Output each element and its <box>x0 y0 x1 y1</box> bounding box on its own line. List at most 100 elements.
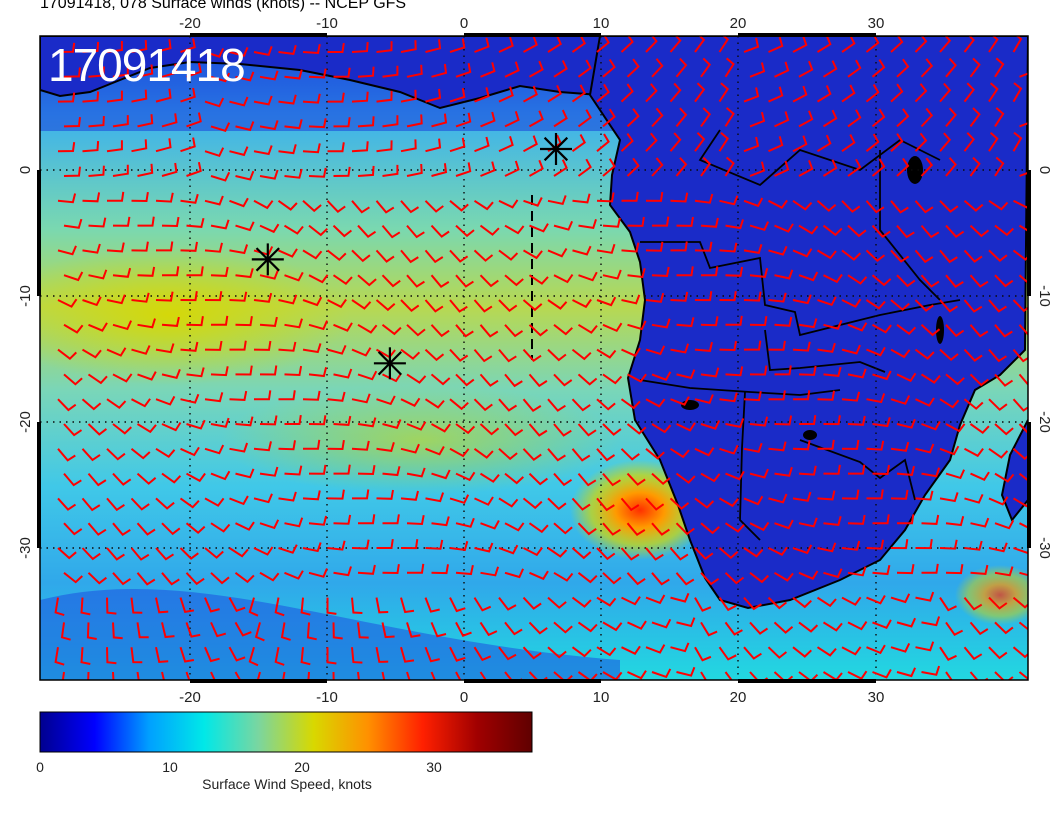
wind-barb <box>841 84 856 103</box>
wind-barb <box>82 296 102 307</box>
wind-barb <box>406 467 426 478</box>
wind-barb <box>724 621 743 636</box>
wind-barb <box>969 57 981 78</box>
wind-barb <box>768 390 786 401</box>
wind-barb <box>871 108 886 128</box>
wind-barb <box>480 161 496 177</box>
wind-barb <box>914 200 934 214</box>
wind-barb <box>400 139 417 153</box>
wind-barb <box>602 572 622 585</box>
wind-barb <box>945 274 964 289</box>
wind-barb <box>725 470 745 481</box>
left-lat-tick: 0 <box>17 166 34 174</box>
wind-barb <box>234 671 242 680</box>
wind-barb <box>253 441 272 452</box>
wind-barb <box>676 266 694 277</box>
wind-barb <box>596 192 615 203</box>
wind-barb <box>719 195 739 206</box>
wind-barb <box>577 323 598 334</box>
wind-barb <box>749 416 769 427</box>
wind-barb <box>798 271 819 282</box>
wind-barb <box>528 423 548 437</box>
wind-barb <box>627 620 647 630</box>
wind-barb <box>553 159 568 177</box>
wind-barb <box>333 415 352 426</box>
wind-barb <box>357 116 375 128</box>
wind-barb <box>63 522 83 536</box>
bottom-lon-tick: 20 <box>730 689 747 706</box>
wind-barb <box>137 266 156 277</box>
wind-barb <box>596 448 616 462</box>
wind-barb <box>376 442 395 453</box>
wind-barb <box>724 107 735 127</box>
wind-barb <box>767 646 788 659</box>
wind-barb <box>229 96 249 107</box>
wind-barb <box>719 242 738 253</box>
wind-barb <box>945 373 965 386</box>
wind-barb <box>300 597 311 616</box>
wind-barb <box>351 42 369 53</box>
wind-barb <box>332 671 335 680</box>
wind-barb <box>479 423 500 436</box>
wind-barb <box>228 646 246 662</box>
wind-barb <box>1018 274 1028 284</box>
wind-barb <box>547 547 568 558</box>
wind-barb <box>351 597 363 614</box>
wind-barb <box>1012 646 1028 659</box>
wind-barb <box>375 249 395 263</box>
wind-barb <box>578 219 597 230</box>
wind-barb <box>204 242 223 253</box>
wind-barb <box>1012 497 1028 508</box>
wind-barb <box>553 522 573 535</box>
wind-barb <box>63 323 84 334</box>
wind-barb <box>871 224 891 239</box>
wind-barb <box>920 58 934 78</box>
wind-barb <box>455 423 476 435</box>
wind-barb <box>694 646 712 662</box>
wind-barb <box>529 223 549 233</box>
wind-barb <box>700 420 721 430</box>
wind-barb <box>253 95 273 106</box>
wind-barb <box>161 572 180 586</box>
wind-barb <box>155 192 174 203</box>
wind-barb <box>914 348 935 360</box>
wind-barb <box>81 497 101 512</box>
wind-barb <box>210 366 229 377</box>
wind-barb <box>774 111 790 128</box>
wind-barb <box>547 348 567 362</box>
wind-barb <box>522 497 543 510</box>
wind-barb <box>228 597 246 613</box>
wind-barb <box>553 671 573 680</box>
wind-barb <box>1012 131 1023 152</box>
frame-bar <box>190 679 327 683</box>
wind-barb <box>302 143 321 154</box>
wind-barb <box>847 322 868 332</box>
wind-barb <box>768 493 788 504</box>
wind-barb <box>259 223 280 234</box>
wind-barb <box>308 464 327 475</box>
top-lon-tick: 10 <box>593 15 610 32</box>
wind-barb <box>768 546 788 556</box>
wind-barb <box>400 539 419 550</box>
wind-barb <box>1019 171 1028 177</box>
wind-barb <box>896 667 917 678</box>
wind-barb <box>332 274 353 286</box>
wind-barb <box>914 249 934 264</box>
wind-barb <box>719 444 739 455</box>
wind-barb <box>896 323 917 336</box>
wind-barb <box>577 423 597 437</box>
wind-barb <box>130 497 150 511</box>
wind-barb <box>920 274 940 288</box>
wind-barb <box>792 341 811 352</box>
wind-barb <box>107 191 125 202</box>
top-lon-ticks: -20 -10 0 10 20 30 <box>179 15 884 32</box>
wind-barb <box>1018 224 1028 232</box>
wind-barb <box>88 322 108 332</box>
wind-barb <box>498 136 514 153</box>
wind-barb <box>400 490 419 501</box>
wind-barb <box>308 118 327 129</box>
wind-barb <box>186 472 206 483</box>
wind-barb <box>375 200 395 214</box>
wind-barb <box>375 647 389 663</box>
wind-barb <box>577 373 598 386</box>
